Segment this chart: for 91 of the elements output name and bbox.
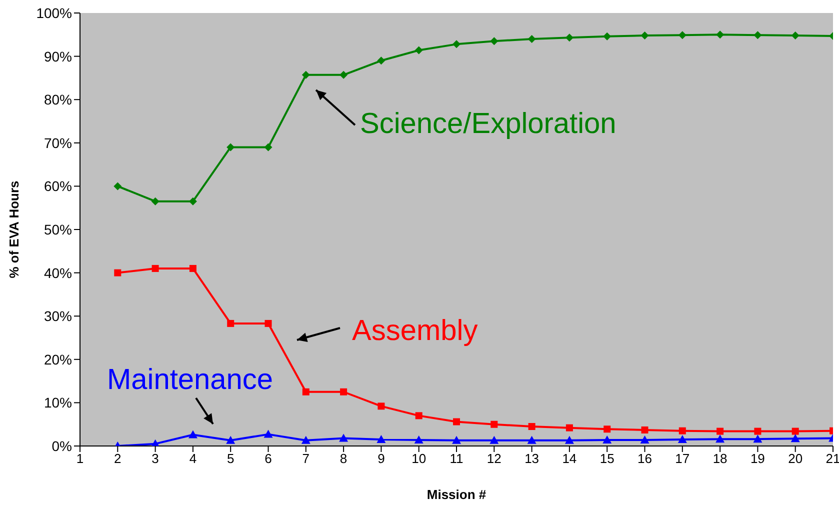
point xyxy=(716,428,724,435)
point xyxy=(415,412,422,420)
point xyxy=(188,197,197,206)
x-tick-label: 1 xyxy=(76,451,84,466)
x-tick-label: 20 xyxy=(788,451,803,466)
point xyxy=(790,434,800,442)
point xyxy=(301,436,310,444)
y-tick-label: 70% xyxy=(44,134,72,151)
point xyxy=(414,46,423,54)
point xyxy=(189,264,196,272)
point xyxy=(640,32,649,40)
x-tick-label: 2 xyxy=(114,451,122,466)
y-axis-title: % of EVA Hours xyxy=(6,180,22,278)
point xyxy=(152,264,159,272)
point xyxy=(678,31,686,40)
point xyxy=(264,430,273,438)
point xyxy=(414,435,424,444)
x-tick-label: 16 xyxy=(638,451,652,466)
x-tick-label: 14 xyxy=(562,451,577,466)
x-tick-label: 18 xyxy=(712,451,728,466)
point xyxy=(302,70,310,79)
point xyxy=(227,320,234,327)
series-label: Maintenance xyxy=(107,363,274,398)
y-tick-label: 40% xyxy=(44,264,72,281)
point xyxy=(678,435,687,444)
y-tick-label: 80% xyxy=(44,92,72,108)
point xyxy=(340,388,348,396)
point xyxy=(716,434,725,443)
point xyxy=(791,32,800,40)
point xyxy=(378,402,385,410)
point xyxy=(527,436,536,444)
point xyxy=(377,56,386,65)
y-tick-label: 100% xyxy=(36,4,72,21)
point xyxy=(603,32,612,40)
point xyxy=(452,436,461,444)
point xyxy=(792,428,799,435)
y-tick-label: 10% xyxy=(44,394,72,411)
series-label: Assembly xyxy=(352,314,478,349)
point xyxy=(226,143,235,152)
x-tick-label: 8 xyxy=(340,451,348,466)
x-tick-label: 5 xyxy=(226,451,234,466)
point xyxy=(114,269,122,276)
x-tick-label: 10 xyxy=(412,451,426,466)
point xyxy=(188,430,198,438)
point xyxy=(641,426,648,434)
point xyxy=(151,197,160,206)
point xyxy=(376,435,386,444)
point xyxy=(528,34,536,43)
point xyxy=(264,143,272,152)
point xyxy=(264,320,272,327)
x-tick-label: 17 xyxy=(675,451,690,466)
y-tick-label: 90% xyxy=(44,48,72,64)
point xyxy=(753,434,762,443)
x-tick-label: 6 xyxy=(264,451,272,466)
point xyxy=(754,428,762,435)
x-tick-label: 15 xyxy=(600,451,614,466)
point xyxy=(490,37,498,46)
x-tick-label: 4 xyxy=(189,451,197,466)
point xyxy=(716,30,724,39)
point xyxy=(490,420,498,428)
point xyxy=(640,435,650,444)
point xyxy=(452,40,460,48)
y-tick-label: 0% xyxy=(52,438,72,454)
x-tick-label: 11 xyxy=(450,451,464,466)
point xyxy=(604,426,611,433)
y-tick-label: 50% xyxy=(44,221,72,238)
point xyxy=(602,435,612,444)
point xyxy=(528,423,536,430)
point xyxy=(302,388,310,396)
point xyxy=(339,434,348,442)
x-tick-label: 19 xyxy=(750,451,765,466)
series-label: Science/Exploration xyxy=(360,107,616,142)
x-tick-label: 12 xyxy=(486,451,502,466)
point xyxy=(114,182,122,190)
point xyxy=(566,424,573,432)
point xyxy=(490,436,499,444)
point xyxy=(678,427,686,434)
y-tick-label: 20% xyxy=(44,351,72,368)
point xyxy=(754,31,762,40)
y-tick-label: 30% xyxy=(44,308,72,324)
point xyxy=(453,418,460,426)
y-tick-label: 60% xyxy=(44,178,72,194)
point xyxy=(564,436,574,444)
point xyxy=(226,436,236,444)
x-axis-title: Mission # xyxy=(426,487,487,502)
x-tick-label: 9 xyxy=(378,451,385,466)
x-tick-label: 13 xyxy=(524,451,540,466)
x-tick-label: 7 xyxy=(302,451,310,466)
point xyxy=(340,70,348,79)
point xyxy=(565,34,574,42)
x-tick-label: 3 xyxy=(152,451,159,466)
